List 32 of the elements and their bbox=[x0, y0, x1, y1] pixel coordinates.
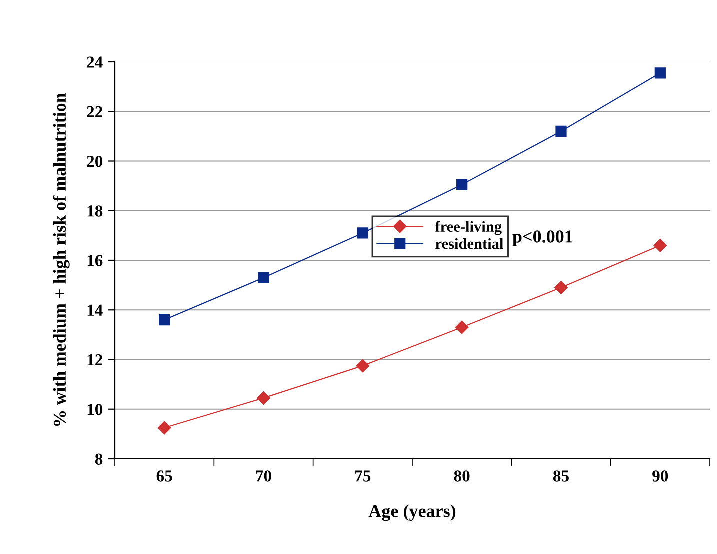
point bbox=[159, 314, 170, 326]
point bbox=[258, 272, 270, 284]
point bbox=[654, 239, 668, 252]
point bbox=[357, 228, 368, 239]
x-tick-label: 85 bbox=[553, 470, 569, 482]
legend-label: residential bbox=[436, 238, 504, 250]
y-tick-label: 22 bbox=[87, 106, 102, 118]
y-tick-label: 12 bbox=[88, 354, 102, 366]
point bbox=[456, 179, 468, 190]
x-tick-label: 70 bbox=[256, 470, 272, 482]
point bbox=[356, 359, 370, 373]
x-tick-label: 65 bbox=[156, 470, 172, 482]
x-axis-title: Age (years) bbox=[368, 504, 456, 522]
x-tick-label: 75 bbox=[356, 470, 371, 482]
x-tick-label: 90 bbox=[652, 470, 668, 482]
y-tick-label: 8 bbox=[95, 454, 103, 465]
point bbox=[257, 392, 270, 405]
point bbox=[455, 320, 469, 334]
y-axis-title: % with medium + high risk of malnutrition bbox=[53, 93, 70, 426]
annotation: p<0.001 bbox=[512, 230, 572, 246]
y-tick-label: 10 bbox=[88, 404, 103, 416]
y-tick-label: 20 bbox=[87, 156, 103, 168]
legend-label: free-living bbox=[435, 221, 502, 236]
point bbox=[554, 281, 568, 294]
y-tick-label: 18 bbox=[88, 206, 103, 217]
y-tick-label: 24 bbox=[87, 56, 103, 68]
y-tick-label: 14 bbox=[88, 304, 103, 316]
point bbox=[654, 68, 666, 79]
point bbox=[556, 126, 567, 138]
y-tick-label: 16 bbox=[88, 255, 103, 266]
x-tick-label: 80 bbox=[454, 470, 470, 482]
point bbox=[158, 421, 172, 435]
